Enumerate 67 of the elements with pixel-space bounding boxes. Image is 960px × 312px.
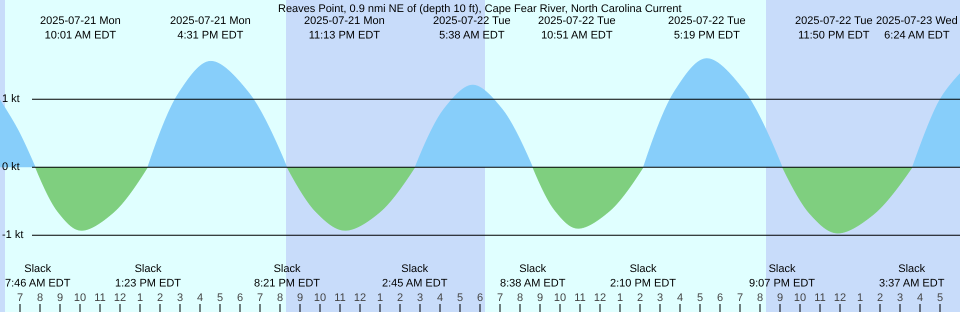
x-tick-label: 9 (776, 292, 784, 304)
x-tick-label: 11 (334, 292, 346, 304)
y-tick-label: 1 kt (2, 93, 20, 105)
x-tick-label: 4 (196, 292, 204, 304)
x-tick-label: 11 (574, 292, 586, 304)
annotation: 2025-07-21 Mon 4:31 PM EDT (170, 15, 251, 42)
annotation: Slack 3:37 AM EDT (879, 263, 945, 290)
x-tick-label: 8 (756, 292, 764, 304)
x-tick-label: 9 (296, 292, 304, 304)
x-tick-label: 2 (156, 292, 164, 304)
x-tick-label: 8 (276, 292, 284, 304)
x-tick-label: 2 (876, 292, 884, 304)
annotation: 2025-07-23 Wed 6:24 AM EDT (876, 15, 958, 42)
x-tick-label: 8 (516, 292, 524, 304)
x-tick-label: 3 (896, 292, 904, 304)
x-tick-label: 5 (696, 292, 704, 304)
x-tick-label: 9 (536, 292, 544, 304)
annotation: Slack 7:46 AM EDT (5, 263, 71, 290)
annotation: Slack 9:07 PM EDT (749, 263, 816, 290)
y-tick-label: -1 kt (2, 229, 24, 241)
x-tick-label: 7 (496, 292, 504, 304)
x-tick-label: 5 (936, 292, 944, 304)
annotation: Slack 8:38 AM EDT (500, 263, 566, 290)
y-tick-label: 0 kt (2, 161, 20, 173)
x-tick-label: 9 (56, 292, 64, 304)
annotation: 2025-07-22 Tue 5:38 AM EDT (433, 15, 511, 42)
chart-title: Reaves Point, 0.9 nmi NE of (depth 10 ft), Cape Fear River, North Carolina Current (278, 3, 682, 15)
x-tick-label: 8 (36, 292, 44, 304)
x-tick-label: 10 (794, 292, 806, 304)
annotation: Slack 2:45 AM EDT (382, 263, 448, 290)
x-tick-label: 12 (114, 292, 126, 304)
annotation: 2025-07-22 Tue 5:19 PM EDT (668, 15, 746, 42)
x-tick-label: 4 (436, 292, 444, 304)
annotation: Slack 8:21 PM EDT (254, 263, 320, 290)
x-tick-label: 4 (916, 292, 924, 304)
x-tick-label: 7 (256, 292, 264, 304)
annotation: Slack 1:23 PM EDT (115, 263, 182, 290)
x-tick-label: 10 (554, 292, 566, 304)
x-tick-label: 2 (636, 292, 644, 304)
x-tick-label: 1 (856, 292, 864, 304)
x-tick-label: 7 (16, 292, 24, 304)
x-tick-label: 3 (656, 292, 664, 304)
x-tick-label: 1 (616, 292, 624, 304)
x-tick-label: 1 (136, 292, 144, 304)
x-tick-label: 6 (716, 292, 724, 304)
x-tick-label: 10 (314, 292, 326, 304)
x-tick-label: 12 (354, 292, 366, 304)
annotation: 2025-07-22 Tue 10:51 AM EDT (538, 15, 616, 42)
x-tick-label: 5 (456, 292, 464, 304)
x-tick-label: 3 (416, 292, 424, 304)
x-tick-label: 1 (376, 292, 384, 304)
annotation: Slack 2:10 PM EDT (610, 263, 676, 290)
x-tick-label: 4 (676, 292, 684, 304)
x-tick-label: 6 (476, 292, 484, 304)
x-tick-label: 11 (814, 292, 826, 304)
x-tick-label: 2 (396, 292, 404, 304)
x-tick-label: 7 (736, 292, 744, 304)
x-tick-label: 11 (94, 292, 106, 304)
annotation: 2025-07-21 Mon 10:01 AM EDT (40, 15, 121, 42)
x-tick-label: 12 (834, 292, 846, 304)
x-tick-label: 5 (216, 292, 224, 304)
annotation: 2025-07-21 Mon 11:13 PM EDT (304, 15, 385, 42)
x-tick-label: 3 (176, 292, 184, 304)
x-tick-label: 10 (74, 292, 86, 304)
x-tick-label: 12 (594, 292, 606, 304)
x-tick-label: 6 (236, 292, 244, 304)
annotation: 2025-07-22 Tue 11:50 PM EDT (795, 15, 873, 42)
